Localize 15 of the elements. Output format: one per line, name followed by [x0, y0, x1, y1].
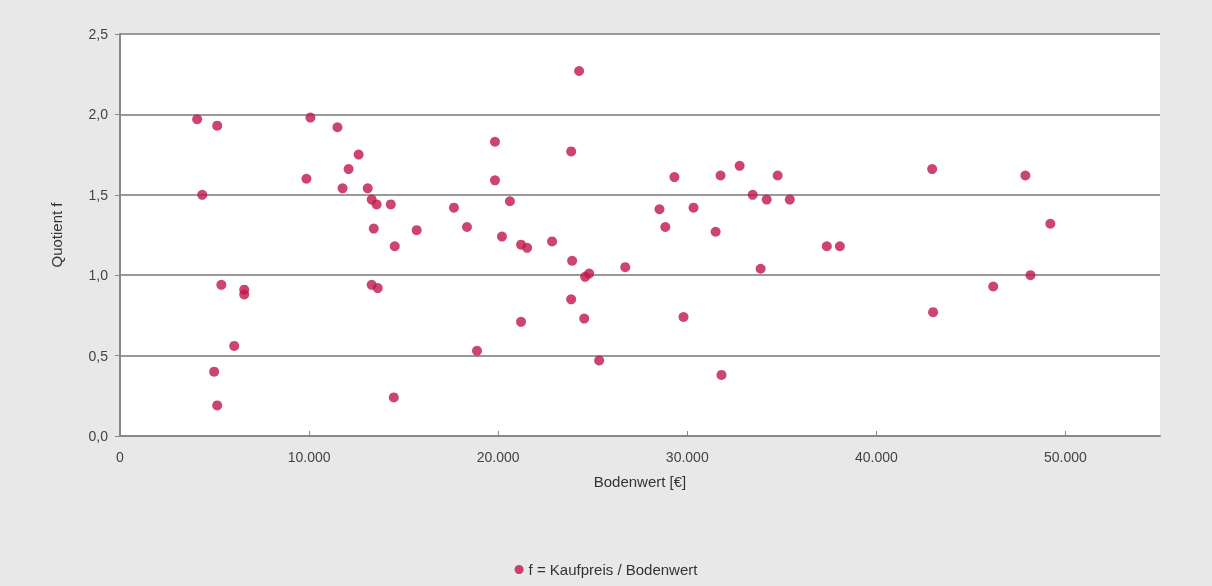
- x-tick-label: 20.000: [476, 449, 520, 465]
- y-tick-label: 0,5: [88, 347, 109, 364]
- x-tick-label: 30.000: [665, 449, 709, 465]
- y-axis-title: Quotient f: [48, 201, 65, 268]
- y-tick-label: 0,0: [88, 428, 109, 444]
- x-tick-label: 10.000: [287, 449, 331, 465]
- y-tick-label: 2,5: [88, 26, 109, 42]
- x-tick-label: 40.000: [854, 449, 898, 465]
- x-tick-label: 50.000: [1044, 449, 1088, 465]
- y-tick-label: 2,0: [88, 106, 109, 123]
- x-tick-label: 0: [116, 449, 125, 465]
- y-tick-label: 1,0: [88, 267, 109, 284]
- legend-label: f = Kaufpreis / Bodenwert: [528, 561, 699, 578]
- x-axis-title: Bodenwert [€]: [593, 473, 687, 490]
- y-tick-label: 1,5: [88, 186, 109, 203]
